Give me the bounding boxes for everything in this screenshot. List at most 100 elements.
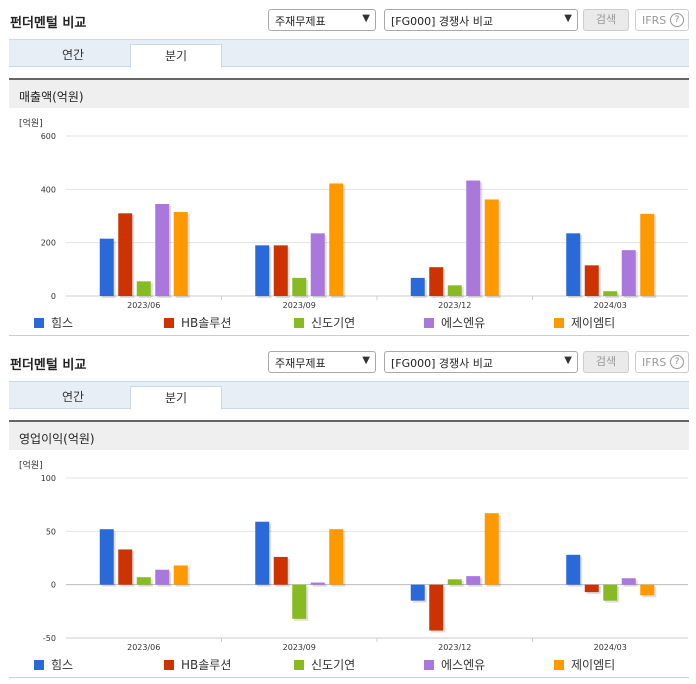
x-tick-label: 2023/12 bbox=[438, 301, 471, 310]
legend-item[interactable]: 힘스 bbox=[34, 314, 73, 331]
y-unit-label: [억원] bbox=[19, 459, 43, 471]
bar bbox=[155, 204, 170, 296]
ifrs-label: IFRS bbox=[642, 356, 667, 369]
bar bbox=[584, 265, 599, 296]
legend-swatch bbox=[34, 318, 44, 328]
legend-label: 에스엔유 bbox=[441, 316, 486, 330]
peer-group-select[interactable]: [FG000] 경쟁사 비교 ▼ bbox=[384, 9, 578, 31]
x-tick-label: 2023/06 bbox=[127, 301, 160, 310]
legend-item[interactable]: HB솔루션 bbox=[164, 314, 231, 331]
legend-item[interactable]: 신도기연 bbox=[294, 314, 355, 331]
x-tick-label: 2024/03 bbox=[594, 301, 627, 310]
legend-label: 에스엔유 bbox=[441, 658, 486, 672]
statement-select-value: 주재무제표 bbox=[275, 357, 326, 370]
bar bbox=[566, 233, 581, 296]
chevron-down-icon: ▼ bbox=[564, 355, 572, 366]
bar bbox=[329, 529, 344, 585]
bar bbox=[329, 183, 344, 296]
bar bbox=[292, 584, 307, 619]
bar bbox=[466, 576, 481, 585]
legend-swatch bbox=[34, 660, 44, 670]
legend-item[interactable]: 에스엔유 bbox=[424, 314, 485, 331]
bar bbox=[136, 281, 151, 296]
legend-swatch bbox=[164, 318, 174, 328]
bar bbox=[429, 267, 444, 296]
panel-operating-profit: 펀더멘털 비교 주재무제표 ▼ [FG000] 경쟁사 비교 ▼ 검색 IFRS… bbox=[0, 342, 696, 684]
bar bbox=[447, 579, 462, 585]
bar bbox=[273, 245, 288, 296]
ifrs-label: IFRS bbox=[642, 14, 667, 27]
tab-quarterly[interactable]: 분기 bbox=[130, 386, 222, 410]
bar bbox=[640, 584, 655, 596]
bar bbox=[255, 245, 270, 296]
statement-select[interactable]: 주재무제표 ▼ bbox=[268, 9, 376, 31]
y-tick-label: 0 bbox=[51, 581, 56, 590]
legend-swatch bbox=[424, 660, 434, 670]
x-tick-label: 2023/09 bbox=[283, 643, 316, 652]
statement-select-value: 주재무제표 bbox=[275, 15, 326, 28]
tab-quarterly[interactable]: 분기 bbox=[130, 44, 222, 68]
y-tick-label: 50 bbox=[46, 527, 56, 536]
bar bbox=[99, 529, 114, 585]
tab-annual[interactable]: 연간 bbox=[61, 48, 85, 62]
legend-label: 힘스 bbox=[51, 658, 74, 672]
panel-header: 펀더멘털 비교 주재무제표 ▼ [FG000] 경쟁사 비교 ▼ 검색 IFRS… bbox=[0, 0, 696, 38]
bar bbox=[466, 180, 481, 296]
panel-revenue: 펀더멘털 비교 주재무제표 ▼ [FG000] 경쟁사 비교 ▼ 검색 IFRS… bbox=[0, 0, 696, 340]
bar bbox=[292, 277, 307, 296]
peer-group-select[interactable]: [FG000] 경쟁사 비교 ▼ bbox=[384, 351, 578, 373]
legend-item[interactable]: 힘스 bbox=[34, 656, 73, 673]
y-unit-label: [억원] bbox=[19, 117, 43, 129]
help-icon[interactable]: ? bbox=[670, 13, 684, 27]
bar bbox=[99, 238, 114, 296]
x-tick-label: 2023/06 bbox=[127, 643, 160, 652]
legend-swatch bbox=[554, 318, 564, 328]
statement-select[interactable]: 주재무제표 ▼ bbox=[268, 351, 376, 373]
legend-item[interactable]: 제이엠티 bbox=[554, 656, 615, 673]
y-tick-label: 400 bbox=[41, 185, 56, 194]
help-icon[interactable]: ? bbox=[670, 355, 684, 369]
revenue-chart-svg: [억원] 0 200 400 600 2023/06 2023/09 2023/12 2024/… bbox=[19, 117, 688, 310]
bar bbox=[410, 277, 425, 296]
bar bbox=[621, 250, 636, 296]
legend-item[interactable]: HB솔루션 bbox=[164, 656, 231, 673]
legend-item[interactable]: 제이엠티 bbox=[554, 314, 615, 331]
bar bbox=[410, 584, 425, 601]
metric-label: 매출액(억원) bbox=[9, 78, 689, 108]
panel-title: 펀더멘털 비교 bbox=[10, 16, 87, 31]
ifrs-button[interactable]: IFRS ? bbox=[635, 9, 689, 31]
legend-label: HB솔루션 bbox=[181, 658, 232, 672]
legend-swatch bbox=[164, 660, 174, 670]
bar bbox=[484, 199, 499, 296]
metric-label: 영업이익(억원) bbox=[9, 420, 689, 450]
chevron-down-icon: ▼ bbox=[362, 13, 370, 24]
bar bbox=[603, 584, 618, 601]
bar-shadow bbox=[312, 584, 327, 587]
bar bbox=[447, 285, 462, 296]
bar bbox=[255, 521, 270, 585]
revenue-chart: [억원] 0 200 400 600 2023/06 2023/09 2023/12 2024/… bbox=[9, 110, 689, 336]
bar bbox=[429, 584, 444, 631]
x-tick-label: 2023/09 bbox=[283, 301, 316, 310]
chevron-down-icon: ▼ bbox=[362, 355, 370, 366]
legend-item[interactable]: 신도기연 bbox=[294, 656, 355, 673]
period-tabs: 연간 분기 bbox=[9, 39, 689, 68]
period-tabs: 연간 분기 bbox=[9, 381, 689, 410]
ifrs-button[interactable]: IFRS ? bbox=[635, 351, 689, 373]
panel-title: 펀더멘털 비교 bbox=[10, 358, 87, 373]
legend-swatch bbox=[294, 318, 304, 328]
chart-legend: 힘스 HB솔루션 신도기연 에스엔유 제이엠티 bbox=[9, 656, 689, 674]
tab-annual[interactable]: 연간 bbox=[61, 390, 85, 404]
legend-swatch bbox=[424, 318, 434, 328]
bar bbox=[484, 513, 499, 585]
bar bbox=[603, 291, 618, 296]
x-tick-label: 2024/03 bbox=[594, 643, 627, 652]
bar bbox=[273, 556, 288, 585]
legend-item[interactable]: 에스엔유 bbox=[424, 656, 485, 673]
bar bbox=[173, 565, 188, 585]
search-button[interactable]: 검색 bbox=[583, 9, 629, 31]
search-button[interactable]: 검색 bbox=[583, 351, 629, 373]
y-tick-label: 200 bbox=[41, 239, 56, 248]
legend-label: 신도기연 bbox=[311, 316, 356, 330]
bar bbox=[173, 212, 188, 296]
